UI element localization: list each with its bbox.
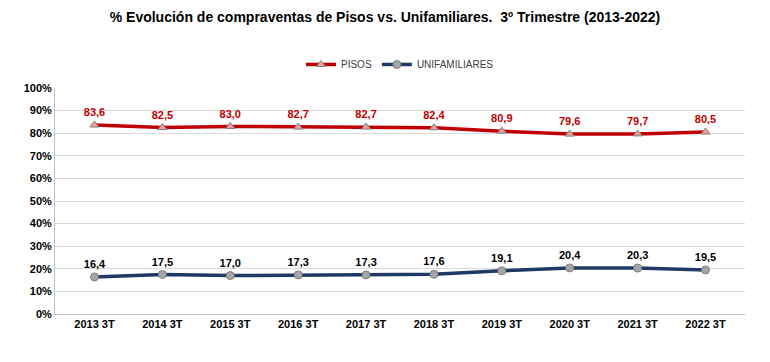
svg-text:17,5: 17,5 xyxy=(152,256,173,268)
svg-text:82,4: 82,4 xyxy=(423,109,445,121)
svg-text:2021 3T: 2021 3T xyxy=(617,318,658,330)
svg-text:16,4: 16,4 xyxy=(84,258,106,270)
svg-text:2014 3T: 2014 3T xyxy=(142,318,183,330)
svg-text:19,5: 19,5 xyxy=(695,251,716,263)
svg-text:70%: 70% xyxy=(30,150,52,162)
svg-text:60%: 60% xyxy=(30,172,52,184)
svg-text:79,6: 79,6 xyxy=(559,115,580,127)
svg-text:2019 3T: 2019 3T xyxy=(482,318,523,330)
svg-text:17,6: 17,6 xyxy=(423,255,444,267)
svg-text:2016 3T: 2016 3T xyxy=(278,318,319,330)
svg-text:2022 3T: 2022 3T xyxy=(685,318,726,330)
svg-text:UNIFAMILIARES: UNIFAMILIARES xyxy=(417,59,493,70)
svg-text:17,3: 17,3 xyxy=(355,256,376,268)
svg-text:20,3: 20,3 xyxy=(627,249,648,261)
svg-text:82,7: 82,7 xyxy=(355,108,376,120)
svg-text:2013 3T: 2013 3T xyxy=(74,318,115,330)
svg-text:0%: 0% xyxy=(36,308,52,320)
svg-text:19,1: 19,1 xyxy=(491,252,512,264)
svg-text:80,9: 80,9 xyxy=(491,112,512,124)
svg-text:83,0: 83,0 xyxy=(220,108,241,120)
svg-text:100%: 100% xyxy=(24,82,52,94)
svg-text:2020 3T: 2020 3T xyxy=(550,318,591,330)
svg-text:2017 3T: 2017 3T xyxy=(346,318,387,330)
svg-text:20%: 20% xyxy=(30,263,52,275)
svg-text:40%: 40% xyxy=(30,217,52,229)
svg-text:2018 3T: 2018 3T xyxy=(414,318,455,330)
svg-text:17,3: 17,3 xyxy=(287,256,308,268)
svg-text:82,5: 82,5 xyxy=(152,109,173,121)
svg-text:PISOS: PISOS xyxy=(341,59,372,70)
svg-text:80,5: 80,5 xyxy=(695,113,716,125)
svg-text:% Evolución de compraventas de: % Evolución de compraventas de Pisos vs.… xyxy=(110,9,661,25)
svg-text:2015 3T: 2015 3T xyxy=(210,318,251,330)
svg-text:10%: 10% xyxy=(30,285,52,297)
svg-text:83,6: 83,6 xyxy=(84,106,105,118)
svg-text:30%: 30% xyxy=(30,240,52,252)
svg-text:17,0: 17,0 xyxy=(220,257,241,269)
svg-text:50%: 50% xyxy=(30,195,52,207)
svg-text:20,4: 20,4 xyxy=(559,249,581,261)
svg-text:79,7: 79,7 xyxy=(627,115,648,127)
svg-text:82,7: 82,7 xyxy=(287,108,308,120)
svg-text:90%: 90% xyxy=(30,104,52,116)
svg-text:80%: 80% xyxy=(30,127,52,139)
